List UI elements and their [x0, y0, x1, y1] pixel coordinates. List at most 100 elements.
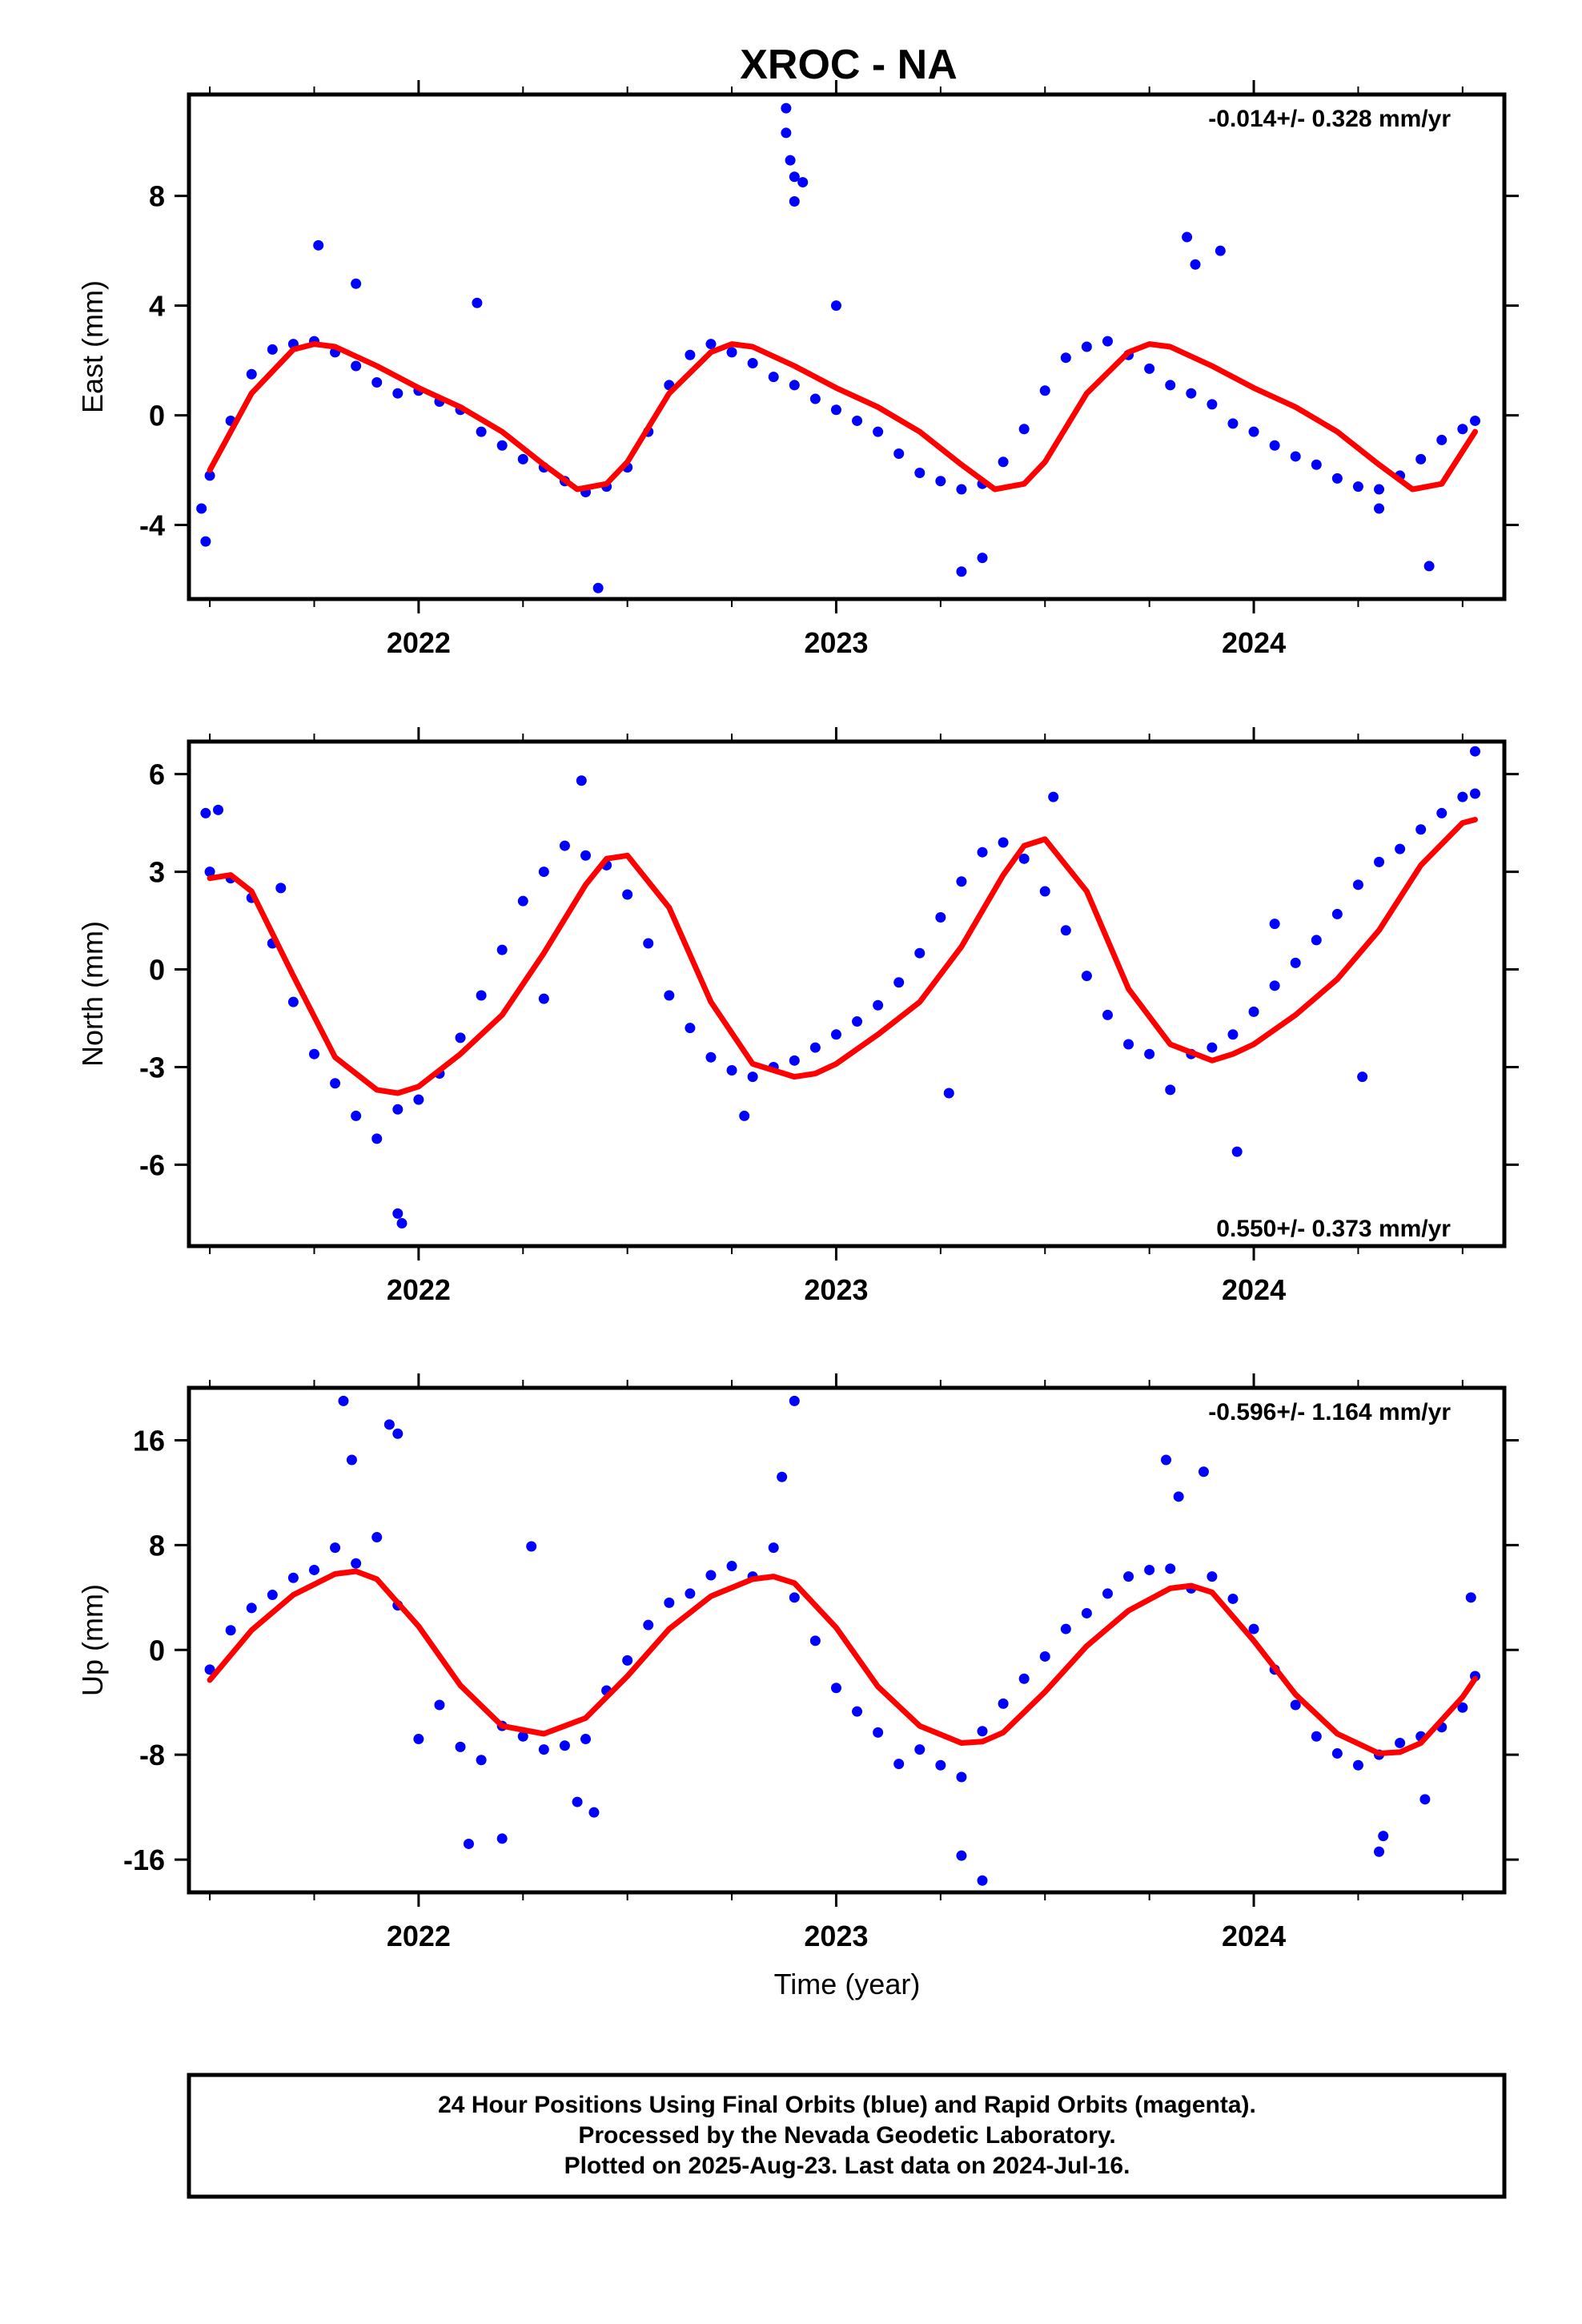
- north-y-tick-label: 6: [149, 758, 165, 791]
- up-data-point: [476, 1755, 487, 1766]
- up-data-point: [371, 1532, 383, 1543]
- east-data-point: [935, 476, 946, 487]
- up-data-point: [1395, 1737, 1406, 1748]
- north-y-tick-label: 0: [149, 954, 165, 987]
- footer-box: 24 Hour Positions Using Final Orbits (bl…: [187, 2073, 1507, 2199]
- north-data-point: [496, 944, 508, 955]
- east-data-point: [1415, 453, 1427, 464]
- north-data-point: [1248, 1006, 1259, 1017]
- up-data-point: [526, 1541, 537, 1552]
- north-data-point: [204, 866, 215, 878]
- east-data-point: [977, 553, 988, 564]
- east-data-point: [789, 171, 800, 183]
- north-data-point: [1018, 853, 1030, 864]
- north-data-point: [559, 840, 570, 851]
- north-data-point: [1469, 746, 1480, 757]
- up-data-point: [517, 1731, 528, 1742]
- east-data-point: [1081, 341, 1092, 352]
- north-data-point: [1081, 971, 1092, 982]
- north-x-tick-label: 2023: [804, 1273, 868, 1306]
- up-data-point: [1248, 1623, 1259, 1634]
- north-data-point: [1102, 1009, 1113, 1020]
- east-data-point: [1423, 561, 1435, 572]
- north-data-point: [538, 866, 549, 878]
- up-data-point: [330, 1542, 341, 1554]
- up-data-point: [204, 1664, 215, 1675]
- north-data-point: [622, 889, 633, 900]
- north-data-point: [914, 947, 926, 959]
- north-data-point: [213, 804, 224, 815]
- east-data-point: [1186, 388, 1197, 399]
- east-data-point: [726, 347, 737, 358]
- east-data-point: [351, 278, 362, 289]
- north-data-point: [998, 837, 1009, 848]
- east-data-point: [830, 300, 841, 312]
- up-data-point: [852, 1706, 863, 1717]
- up-data-point: [893, 1759, 905, 1770]
- north-data-point: [956, 876, 967, 887]
- north-data-point: [643, 938, 654, 949]
- east-data-point: [1102, 336, 1113, 347]
- up-data-point: [267, 1590, 278, 1601]
- north-fit-line: [207, 817, 1478, 1096]
- up-data-point: [726, 1561, 737, 1572]
- east-y-axis-label: East (mm): [76, 280, 109, 413]
- up-data-point: [1207, 1571, 1218, 1582]
- north-data-point: [392, 1104, 404, 1115]
- east-data-point: [809, 393, 821, 404]
- north-data-point: [873, 999, 884, 1011]
- up-data-point: [809, 1635, 821, 1647]
- east-data-point: [1039, 385, 1050, 396]
- up-data-point: [346, 1454, 357, 1466]
- east-data-point: [1331, 472, 1343, 484]
- up-panel: 2022 2023 2024 -16 -8 0 8 16 Up (mm) -0.596+/- 1.…: [76, 1373, 1519, 1952]
- up-data-point: [622, 1655, 633, 1666]
- up-data-point: [308, 1564, 319, 1575]
- north-rate-label: 0.550+/- 0.373 mm/yr: [1216, 1216, 1451, 1242]
- x-axis-label: Time (year): [774, 1968, 921, 2000]
- up-data-point: [463, 1838, 474, 1849]
- up-x-tick-label: 2024: [1222, 1920, 1286, 1952]
- north-data-point: [287, 996, 299, 1007]
- north-data-point: [371, 1133, 383, 1144]
- north-data-point: [1469, 788, 1480, 799]
- up-x-tick-label: 2023: [804, 1920, 868, 1952]
- north-data-point: [1457, 791, 1468, 802]
- north-data-point: [1165, 1084, 1176, 1096]
- north-data-point: [1311, 935, 1322, 946]
- north-data-point: [977, 846, 988, 858]
- east-data-point: [1060, 352, 1071, 364]
- east-data-point: [1352, 481, 1363, 493]
- east-y-tick-label: 8: [149, 180, 165, 213]
- east-data-point: [685, 349, 696, 360]
- east-data-point: [1374, 503, 1385, 514]
- north-data-point: [1374, 856, 1385, 867]
- up-data-point: [1198, 1466, 1209, 1478]
- north-data-point: [726, 1065, 737, 1076]
- east-data-point: [747, 358, 758, 369]
- up-data-point: [1018, 1673, 1030, 1684]
- north-data-point: [1039, 886, 1050, 897]
- east-data-point: [1290, 451, 1301, 462]
- east-data-point: [797, 177, 809, 188]
- up-data-point: [664, 1597, 675, 1608]
- north-x-tick-label: 2024: [1222, 1273, 1286, 1306]
- up-data-point: [246, 1602, 257, 1614]
- up-data-point: [956, 1850, 967, 1861]
- north-data-point: [200, 807, 211, 818]
- north-data-point: [396, 1218, 408, 1229]
- chart-title: XROC - NA: [740, 42, 958, 88]
- up-data-point: [1290, 1699, 1301, 1711]
- north-data-point: [1060, 925, 1071, 936]
- up-data-point: [455, 1741, 466, 1752]
- north-data-point: [1290, 957, 1301, 968]
- north-data-point: [1357, 1072, 1368, 1083]
- east-data-point: [246, 368, 257, 380]
- east-data-point: [392, 388, 404, 399]
- east-data-point: [267, 344, 278, 355]
- north-data-point: [1269, 980, 1280, 991]
- north-data-point: [935, 911, 946, 923]
- east-data-point: [351, 360, 362, 372]
- east-data-point: [592, 582, 604, 593]
- east-data-point: [873, 426, 884, 437]
